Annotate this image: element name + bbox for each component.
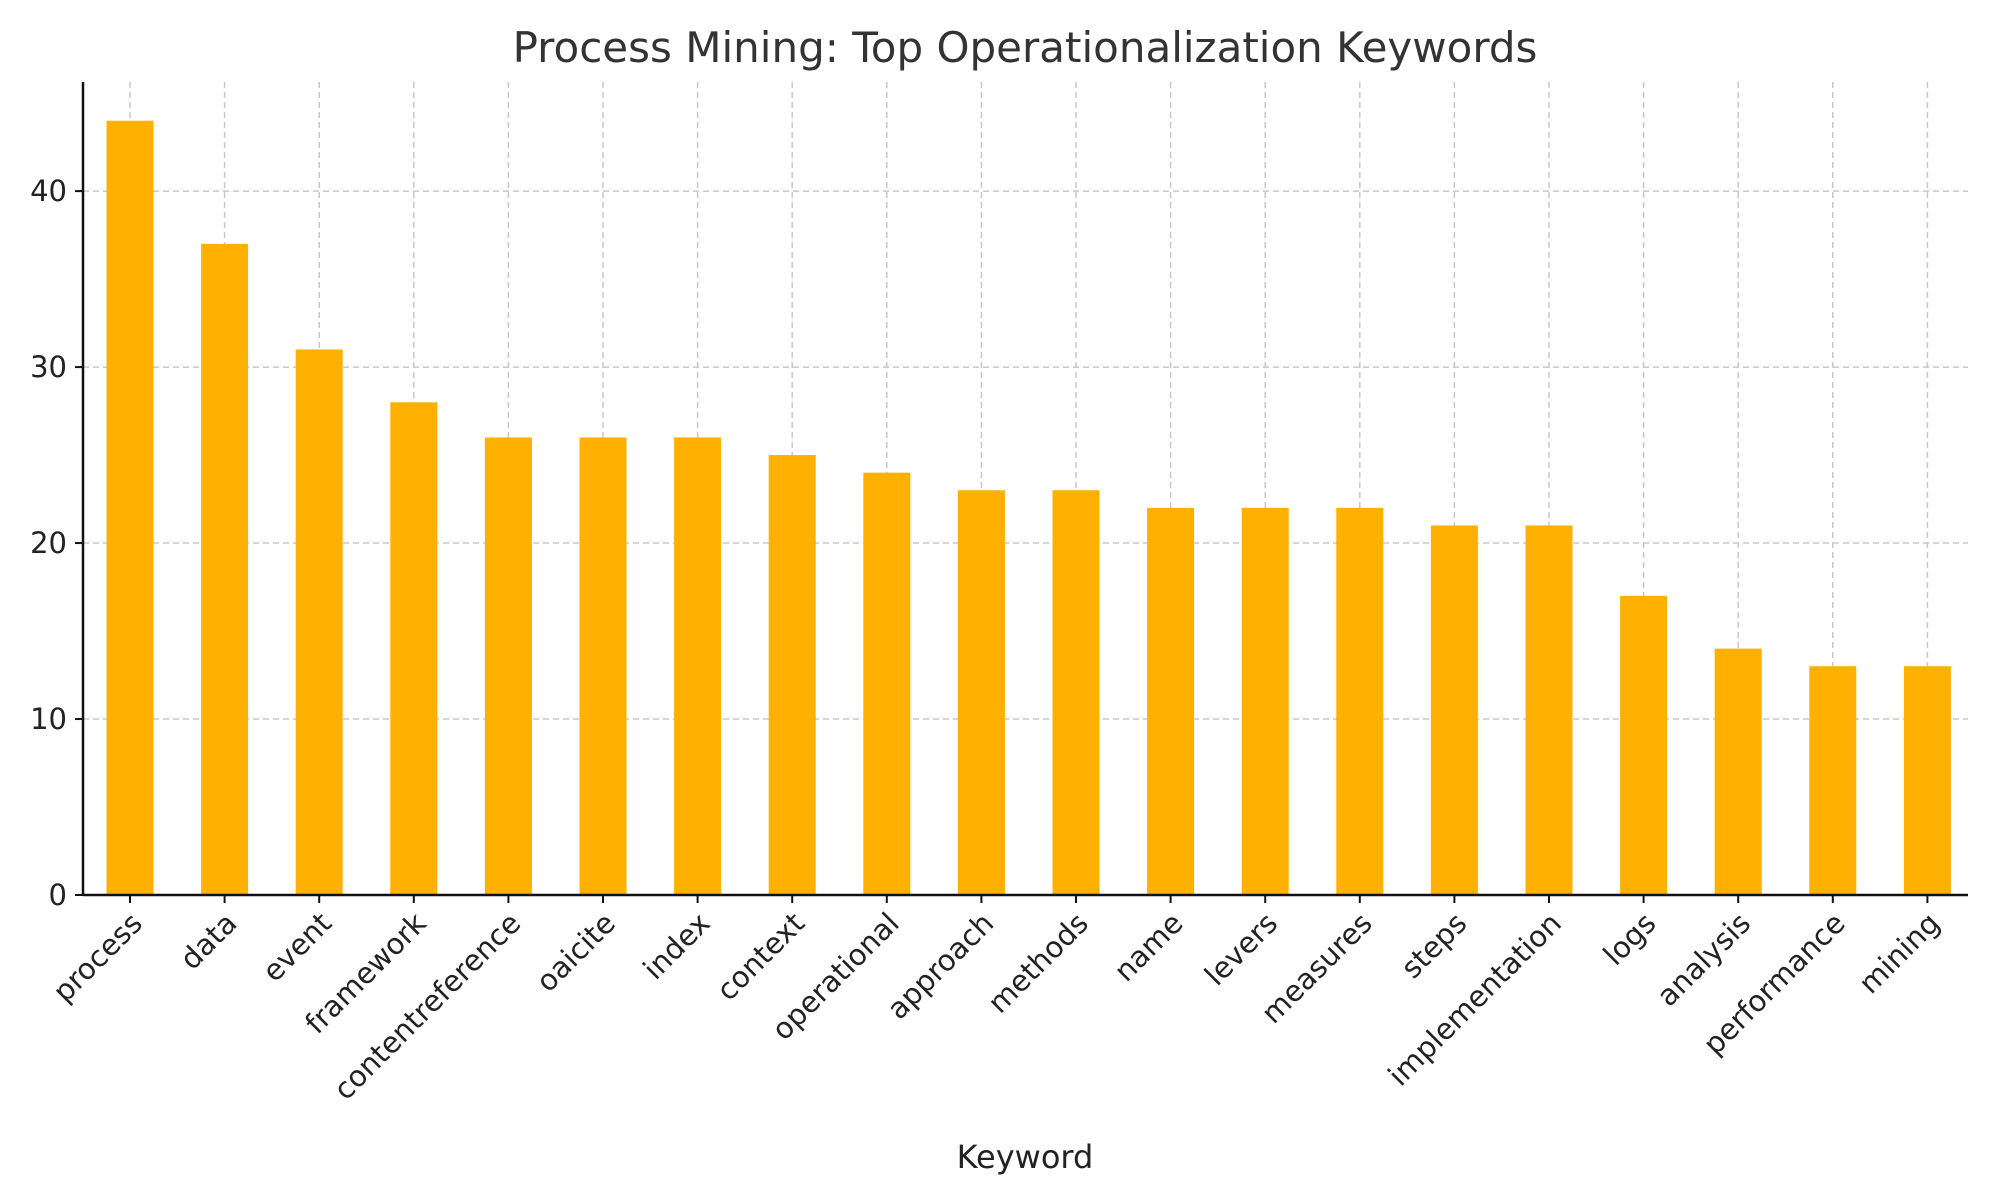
grid-layer [83,82,1968,895]
y-tick-label: 0 [49,878,67,912]
bar-context [768,455,816,895]
bar-logs [1620,595,1668,895]
bar-framework [390,402,438,895]
x-tick-label-data: data [173,906,243,976]
y-tick-label: 20 [30,526,67,560]
y-tick-label: 10 [30,702,67,736]
x-tick-label-methods: methods [981,906,1095,1020]
bar-name [1147,507,1195,895]
bar-event [295,349,343,895]
x-tick-label-logs: logs [1597,906,1663,972]
bar-implementation [1525,525,1573,895]
x-tick-label-oaicite: oaicite [529,906,621,998]
x-tick-label-index: index [636,906,716,986]
x-tick-label-mining: mining [1852,906,1946,1000]
y-tick-label: 40 [30,174,67,208]
x-tick-label-event: event [256,906,338,988]
x-tick-label-implementation: implementation [1381,906,1568,1093]
bar-index [674,437,722,895]
bar-process [106,120,154,895]
bars-layer [106,120,1951,895]
bar-mining [1903,666,1951,895]
y-tick-label: 30 [30,350,67,384]
bar-oaicite [579,437,627,895]
chart-title: Process Mining: Top Operationalization K… [513,23,1538,72]
bar-measures [1336,507,1384,895]
bar-methods [1052,490,1100,895]
bar-performance [1809,666,1857,895]
x-tick-label-steps: steps [1394,906,1473,985]
bar-data [201,243,249,895]
x-tick-label-contentreference: contentreference [327,906,527,1106]
x-tick-label-name: name [1107,906,1189,988]
bar-steps [1430,525,1478,895]
bar-contentreference [484,437,532,895]
x-tick-label-levers: levers [1198,906,1284,992]
bar-levers [1241,507,1289,895]
x-tick-label-process: process [46,906,149,1009]
x-axis-label: Keyword [957,1138,1094,1176]
bar-operational [863,472,911,895]
bar-analysis [1714,648,1762,895]
bar-approach [957,490,1005,895]
